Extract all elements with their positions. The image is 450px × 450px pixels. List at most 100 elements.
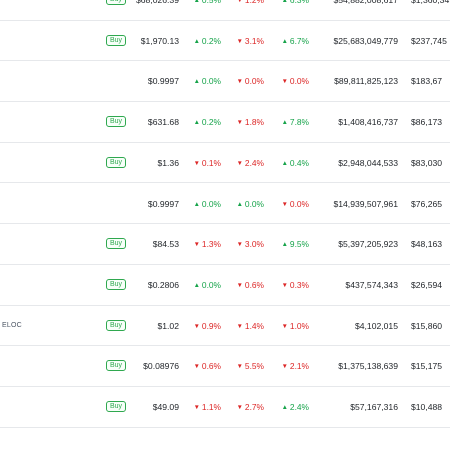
buy-button[interactable]: Buy [106,319,126,331]
triangle-down-icon: ▼ [193,404,200,411]
price-cell: $0.9997 [147,198,179,209]
volume-cell: $5,397,205,923 [338,239,398,250]
change-value: 2.1% [289,361,309,372]
triangle-down-icon: ▼ [281,363,288,371]
triangle-up-icon: ▲ [193,37,200,45]
volume-cell: $57,167,316 [350,402,398,412]
change-c1-cell: ▲ 0.2% [194,21,221,61]
change-value: 1.0% [289,320,309,331]
triangle-up-icon: ▲ [193,78,200,86]
triangle-up-icon: ▲ [193,119,200,127]
buy-button[interactable]: Buy [106,34,126,46]
change-c3-cell: ▲ 7.8% [282,102,309,142]
triangle-down-icon: ▼ [281,78,288,86]
table-row[interactable]: Buy $84.53 ▼ 1.3% ▼ 3.0% ▲ 9.5% $5,397,205,923 $4… [0,224,450,265]
volume-cell: $4,102,015 [354,320,398,331]
triangle-down-icon: ▼ [193,363,200,371]
volume-cell: $89,811,825,123 [334,76,398,87]
triangle-down-icon: ▼ [193,159,200,167]
table-row[interactable]: Buy$68,026.39▲0.5%▼1.2%▲6.3%$54,882,008,… [0,0,450,21]
table-row[interactable]: $0.9997 ▲ 0.0% ▼ 0.0% ▼ 0.0% $89,811,825,123 $18… [0,61,450,103]
change-value: 5.5% [244,361,264,372]
triangle-down-icon: ▼ [281,200,288,208]
change-c2-cell: ▼ 3.1% [237,21,264,61]
price-cell: $0.9997 [147,76,179,87]
buy-button[interactable]: Buy [106,401,126,412]
table-row[interactable]: ELOC Buy $1.02 ▼ 0.9% ▼ 1.4% ▼ 1.0% $4,102,015 $15… [0,306,450,347]
price-cell: $1.02 [157,320,179,331]
change-value: 0.0% [289,198,309,209]
market-cap-cell: $15,175 [411,361,443,372]
price-cell: $0.08976 [143,361,179,372]
price-cell: $49.09 [152,402,179,412]
coin-name: ELOC [2,321,22,329]
price-cell: $0.2806 [147,279,179,290]
change-c2-cell: ▼ 3.0% [237,224,264,264]
change-c3-cell: ▼ 0.3% [282,265,309,305]
triangle-down-icon: ▼ [236,119,243,127]
triangle-down-icon: ▼ [236,37,243,45]
table-row[interactable]: Buy $631.68 ▲ 0.2% ▼ 1.8% ▲ 7.8% $1,408,416,737 $… [0,102,450,143]
table-row[interactable]: $0.9997 ▲ 0.0% ▲ 0.0% ▼ 0.0% $14,939,507,961 $76… [0,184,450,225]
change-value: 6.7% [289,35,309,46]
market-cap-cell: $183,67 [411,76,443,87]
market-cap-cell: $83,030 [411,157,443,168]
market-cap-cell: $1,360,34 [411,0,450,5]
change-c3-cell: ▲ 9.5% [282,224,309,264]
volume-cell: $1,375,138,639 [338,361,398,372]
market-cap-cell: $26,594 [411,279,443,290]
change-c1-cell: ▲ 0.2% [194,102,221,142]
change-c2-cell: ▼ 0.0% [237,61,264,101]
table-row[interactable]: Buy $1,970.13 ▲ 0.2% ▼ 3.1% ▲ 6.7% $25,683,049,7… [0,21,450,62]
change-value: 0.1% [201,157,221,168]
change-c2-cell: ▼ 1.2% [237,0,264,20]
change-value: 0.5% [201,0,221,5]
volume-cell: $54,882,008,617 [333,0,398,5]
buy-button[interactable]: Buy [106,116,126,128]
triangle-up-icon: ▲ [193,281,200,289]
change-value: 3.0% [244,239,264,250]
change-c1-cell: ▼ 1.3% [194,224,221,264]
triangle-up-icon: ▲ [281,37,288,45]
change-value: 0.0% [289,76,309,87]
table-row[interactable]: Buy $1.36 ▼ 0.1% ▼ 2.4% ▲ 0.4% $2,948,044,533 $83… [0,143,450,184]
change-c1-cell: ▼ 1.1% [194,387,221,427]
buy-button[interactable]: Buy [106,0,126,5]
price-cell: $631.68 [147,117,179,128]
change-c1-cell: ▲ 0.5% [194,0,221,20]
change-value: 0.0% [201,76,221,87]
change-value: 0.0% [244,76,264,87]
change-value: 0.6% [244,279,264,290]
table-row[interactable]: Buy $49.09 ▼ 1.1% ▼ 2.7% ▲ 2.4% $57,167,316 $10,4… [0,387,450,428]
change-c3-cell: ▲ 6.7% [282,21,309,61]
price-cell: $1.36 [157,157,179,168]
triangle-down-icon: ▼ [193,322,200,330]
change-value: 0.9% [201,320,221,331]
change-value: 1.2% [244,0,264,5]
price-cell: $68,026.39 [135,0,179,5]
triangle-down-icon: ▼ [281,281,288,289]
change-value: 2.7% [244,402,264,412]
change-c1-cell: ▲ 0.0% [194,265,221,305]
triangle-up-icon: ▲ [281,159,288,167]
change-c2-cell: ▼ 0.6% [237,265,264,305]
triangle-down-icon: ▼ [281,322,288,330]
change-value: 3.1% [244,35,264,46]
triangle-up-icon: ▲ [281,119,288,127]
buy-button[interactable]: Buy [106,360,126,372]
change-c2-cell: ▼ 1.4% [237,306,264,346]
table-row[interactable]: Buy $0.08976 ▼ 0.6% ▼ 5.5% ▼ 2.1% $1,375,138,639… [0,346,450,387]
buy-button[interactable]: Buy [106,278,126,290]
price-cell: $1,970.13 [140,35,179,46]
market-cap-cell: $15,860 [411,320,443,331]
change-c3-cell: ▲ 0.4% [282,143,309,183]
change-c3-cell: ▲ 2.4% [282,387,309,427]
buy-button[interactable]: Buy [106,238,126,250]
buy-button[interactable]: Buy [106,156,126,168]
change-value: 9.5% [289,239,309,250]
volume-cell: $1,408,416,737 [338,117,398,128]
change-value: 0.0% [244,198,264,209]
table-row[interactable]: Buy $0.2806 ▲ 0.0% ▼ 0.6% ▼ 0.3% $437,574,343 $26… [0,265,450,306]
triangle-up-icon: ▲ [193,0,200,4]
change-c3-cell: ▼ 1.0% [282,306,309,346]
